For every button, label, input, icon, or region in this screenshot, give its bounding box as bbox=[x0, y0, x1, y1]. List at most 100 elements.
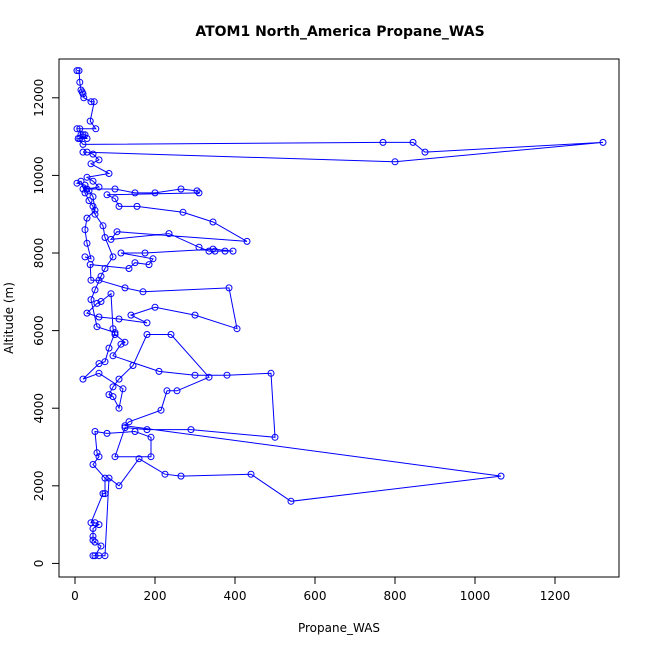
data-point bbox=[79, 185, 87, 193]
data-point bbox=[421, 148, 429, 156]
data-point bbox=[115, 375, 123, 383]
data-point bbox=[195, 189, 203, 197]
data-point bbox=[89, 193, 97, 201]
data-point bbox=[101, 234, 109, 241]
data-point bbox=[131, 189, 139, 197]
data-point bbox=[91, 206, 99, 214]
data-point bbox=[101, 265, 109, 272]
data-point bbox=[83, 214, 91, 222]
data-point bbox=[157, 406, 165, 414]
data-point bbox=[143, 331, 151, 338]
data-point bbox=[121, 424, 129, 432]
data-point bbox=[141, 249, 149, 257]
data-point bbox=[109, 253, 117, 261]
data-point bbox=[111, 195, 119, 203]
x-tick-label: 1000 bbox=[460, 589, 491, 603]
data-point bbox=[83, 239, 91, 247]
y-tick-label: 2000 bbox=[32, 471, 46, 502]
data-point bbox=[83, 309, 91, 317]
data-point bbox=[86, 117, 94, 125]
y-axis: 0 2000 4000 6000 8000 10000 12000 bbox=[32, 79, 60, 567]
data-point bbox=[107, 235, 115, 243]
data-point bbox=[83, 148, 91, 156]
data-point bbox=[133, 202, 141, 210]
data-point bbox=[121, 422, 129, 430]
data-point bbox=[177, 185, 185, 193]
data-point bbox=[111, 331, 119, 338]
data-point bbox=[243, 237, 251, 245]
data-point bbox=[91, 286, 99, 294]
data-point bbox=[271, 433, 279, 441]
data-point bbox=[81, 226, 89, 234]
data-point bbox=[115, 202, 123, 210]
data-point bbox=[91, 428, 99, 435]
data-point bbox=[73, 67, 81, 75]
data-point bbox=[79, 148, 87, 156]
data-point bbox=[101, 490, 109, 498]
data-point bbox=[105, 170, 113, 177]
data-point bbox=[87, 98, 95, 106]
data-point bbox=[95, 276, 103, 284]
data-point bbox=[95, 453, 103, 461]
data-point bbox=[225, 284, 233, 292]
plot-frame bbox=[58, 58, 620, 578]
data-point bbox=[91, 538, 99, 546]
data-point bbox=[89, 202, 97, 210]
data-point bbox=[221, 247, 229, 255]
data-point bbox=[111, 185, 119, 193]
data-point bbox=[95, 360, 103, 368]
data-point bbox=[83, 185, 91, 193]
data-point bbox=[109, 393, 117, 401]
data-point bbox=[85, 187, 93, 195]
data-point bbox=[125, 265, 133, 272]
data-point bbox=[101, 552, 109, 560]
data-point bbox=[287, 497, 295, 505]
data-point bbox=[195, 243, 203, 251]
data-point bbox=[89, 150, 97, 158]
data-point bbox=[151, 303, 159, 311]
data-point bbox=[379, 138, 387, 146]
series-line bbox=[75, 70, 604, 557]
data-point bbox=[155, 367, 163, 375]
data-point bbox=[109, 383, 117, 391]
data-point bbox=[76, 78, 84, 86]
data-point bbox=[95, 313, 103, 321]
data-point bbox=[187, 426, 195, 434]
data-point bbox=[177, 472, 185, 480]
data-point bbox=[89, 177, 97, 185]
x-tick-label: 400 bbox=[224, 589, 247, 603]
data-point bbox=[193, 187, 201, 195]
data-point bbox=[91, 210, 99, 218]
data-point bbox=[165, 230, 173, 238]
data-point bbox=[73, 125, 81, 133]
data-point bbox=[103, 191, 111, 199]
data-point bbox=[95, 156, 103, 164]
data-point bbox=[233, 325, 241, 333]
data-point bbox=[111, 453, 119, 461]
data-point bbox=[97, 298, 105, 305]
data-point bbox=[147, 453, 155, 461]
data-point bbox=[81, 189, 89, 197]
data-point bbox=[167, 331, 175, 338]
data-point bbox=[89, 536, 97, 544]
data-point bbox=[229, 247, 237, 255]
data-point bbox=[73, 179, 81, 187]
y-tick-label: 10000 bbox=[32, 156, 46, 194]
data-point bbox=[191, 311, 199, 319]
data-point bbox=[149, 255, 157, 263]
data-point bbox=[95, 369, 103, 377]
x-tick-label: 800 bbox=[384, 589, 407, 603]
data-point bbox=[79, 375, 87, 383]
y-tick-label: 6000 bbox=[32, 315, 46, 346]
data-point bbox=[147, 433, 155, 441]
data-point bbox=[83, 135, 91, 142]
y-tick-label: 12000 bbox=[32, 79, 46, 117]
data-point bbox=[89, 525, 97, 532]
data-point bbox=[109, 352, 117, 360]
data-point bbox=[97, 272, 105, 280]
data-point bbox=[117, 249, 125, 257]
data-point bbox=[79, 90, 87, 98]
data-point bbox=[95, 521, 103, 529]
data-point bbox=[83, 173, 91, 181]
